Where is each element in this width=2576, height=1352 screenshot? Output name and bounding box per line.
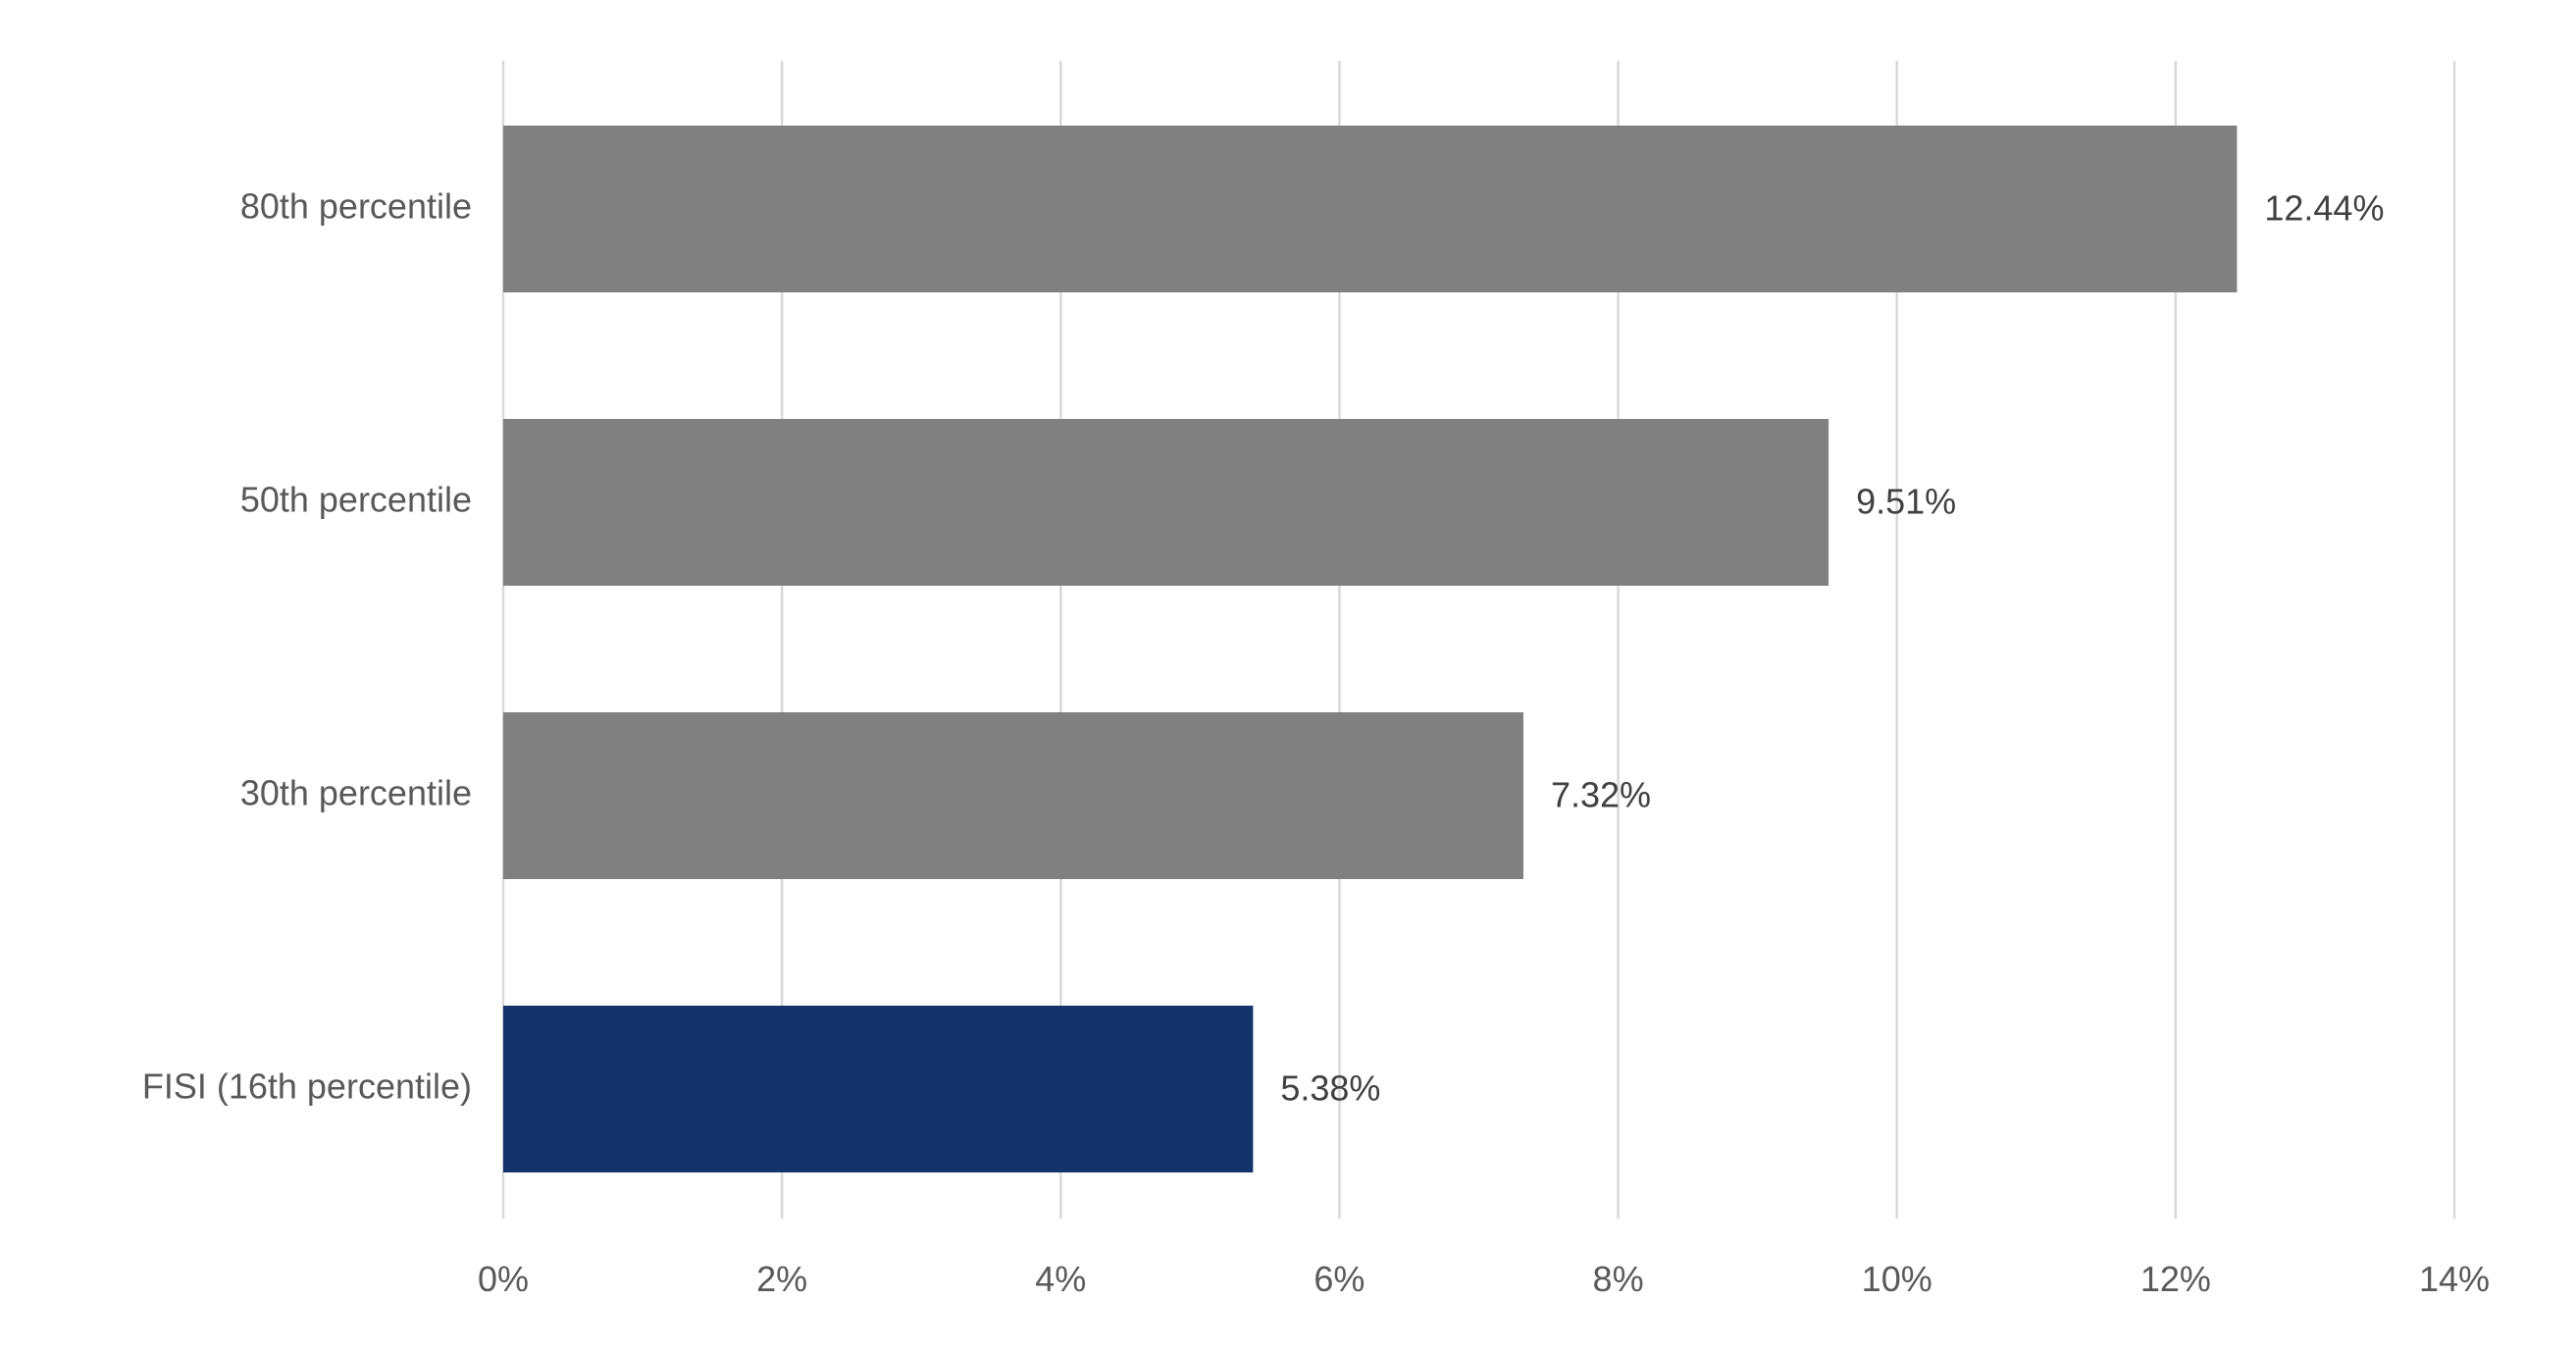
data-label: 5.38%	[1280, 1068, 1380, 1109]
x-tick-label: 10%	[1862, 1259, 1932, 1299]
x-tick-label: 2%	[756, 1259, 807, 1299]
category-label: 50th percentile	[240, 480, 472, 520]
data-label: 7.32%	[1551, 775, 1651, 815]
bar-1	[503, 126, 2238, 292]
x-tick-label: 6%	[1314, 1259, 1365, 1299]
data-label: 12.44%	[2264, 188, 2384, 229]
labels: 0% 2% 4% 6% 8% 10% 12% 14% 80th percentile 12.44%…	[142, 186, 2490, 1299]
bar-2	[503, 419, 1829, 586]
x-tick-label: 12%	[2140, 1259, 2211, 1299]
bar-3	[503, 712, 1523, 879]
bars	[503, 126, 2238, 1172]
x-tick-label: 4%	[1035, 1259, 1086, 1299]
data-label: 9.51%	[1856, 482, 1956, 522]
x-tick-label: 14%	[2419, 1259, 2490, 1299]
category-label: 30th percentile	[240, 773, 472, 813]
bar-4	[503, 1006, 1254, 1172]
x-tick-label: 8%	[1593, 1259, 1644, 1299]
category-label: 80th percentile	[240, 186, 472, 227]
category-label: FISI (16th percentile)	[142, 1066, 472, 1107]
x-tick-label: 0%	[478, 1259, 529, 1299]
